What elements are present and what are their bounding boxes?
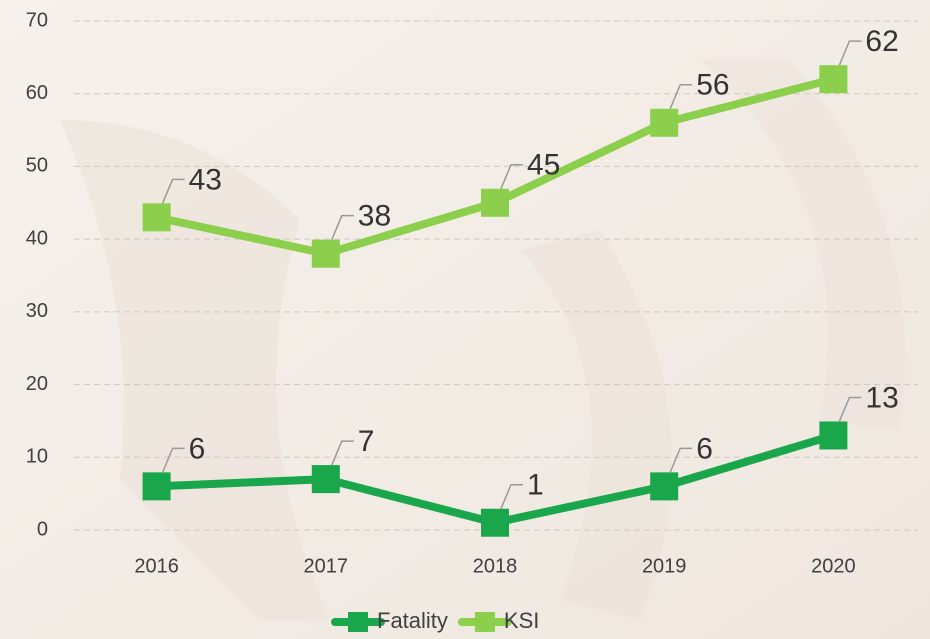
leader-line bbox=[500, 164, 523, 190]
leader-line bbox=[669, 84, 693, 110]
marker bbox=[819, 421, 848, 450]
y-tick-label: 20 bbox=[26, 373, 48, 395]
background-shape bbox=[60, 120, 330, 620]
legend-label: KSI bbox=[504, 608, 539, 633]
background-shape bbox=[520, 230, 672, 620]
x-tick-label: 2020 bbox=[811, 555, 856, 577]
marker bbox=[819, 65, 848, 94]
leader-line bbox=[838, 40, 862, 66]
data-label: 6 bbox=[189, 432, 206, 465]
data-label: 13 bbox=[865, 381, 898, 414]
marker bbox=[481, 188, 509, 217]
data-label: 7 bbox=[358, 425, 375, 458]
legend-label: Fatality bbox=[377, 608, 448, 633]
marker bbox=[650, 472, 679, 501]
x-tick-label: 2016 bbox=[134, 555, 179, 577]
y-tick-label: 40 bbox=[26, 227, 48, 249]
legend-marker bbox=[474, 612, 495, 632]
x-tick-label: 2017 bbox=[304, 555, 349, 577]
data-label: 56 bbox=[696, 69, 729, 102]
data-label: 62 bbox=[865, 25, 898, 58]
data-label: 38 bbox=[358, 200, 391, 233]
data-label: 45 bbox=[527, 149, 560, 182]
background-shape bbox=[700, 60, 906, 430]
x-tick-label: 2019 bbox=[642, 555, 687, 577]
y-tick-label: 30 bbox=[26, 300, 48, 322]
marker bbox=[481, 508, 509, 537]
y-tick-label: 70 bbox=[26, 9, 48, 31]
leader-line bbox=[669, 447, 693, 473]
leader-line bbox=[331, 214, 354, 240]
marker bbox=[311, 239, 340, 268]
data-label: 43 bbox=[189, 163, 222, 196]
leader-line bbox=[838, 396, 862, 422]
x-tick-label: 2018 bbox=[473, 555, 518, 577]
marker bbox=[142, 472, 171, 501]
leader-line bbox=[500, 483, 523, 510]
y-tick-label: 60 bbox=[26, 82, 48, 104]
marker bbox=[311, 465, 340, 494]
y-tick-label: 10 bbox=[26, 446, 48, 468]
leader-line bbox=[161, 178, 185, 204]
leader-line bbox=[161, 447, 185, 473]
marker bbox=[142, 203, 171, 232]
leader-line bbox=[331, 440, 354, 466]
marker bbox=[650, 108, 679, 137]
legend-marker bbox=[348, 612, 368, 632]
data-label: 6 bbox=[696, 432, 713, 465]
y-tick-label: 50 bbox=[26, 155, 48, 177]
y-tick-label: 0 bbox=[37, 518, 48, 540]
data-label: 1 bbox=[527, 469, 544, 502]
